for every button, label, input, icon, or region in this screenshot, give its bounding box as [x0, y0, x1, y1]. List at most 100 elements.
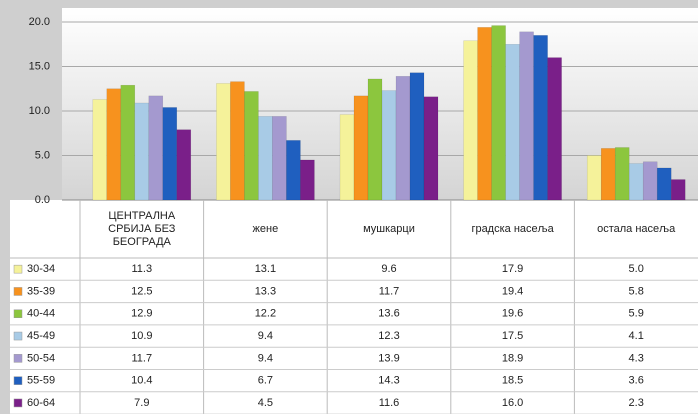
table-value: 5.8 [629, 285, 644, 297]
data-table [10, 200, 698, 414]
bar [423, 96, 439, 201]
table-value: 12.3 [378, 330, 399, 342]
bar [339, 114, 355, 201]
bar [656, 167, 672, 201]
bar [244, 91, 259, 201]
table-value: 4.5 [258, 397, 273, 409]
legend-label: 50-54 [27, 352, 55, 364]
table-value: 17.5 [502, 330, 523, 342]
table-value: 10.4 [131, 375, 152, 387]
legend-label: 30-34 [27, 263, 55, 275]
bar [162, 107, 178, 201]
table-value: 11.6 [379, 397, 400, 409]
x-tick-label: жене [252, 222, 279, 235]
table-value: 9.6 [381, 263, 396, 275]
bar [491, 25, 506, 201]
table-value: 12.9 [131, 308, 152, 320]
y-tick-label: 10.0 [29, 105, 50, 117]
y-tick-label: 5.0 [35, 149, 50, 161]
category-cell: ЦЕНТРАЛНА СРБИЈА БЕЗ БЕОГРАДА [108, 209, 176, 248]
bar [148, 95, 164, 201]
bar [216, 83, 231, 201]
table-value: 18.5 [502, 375, 523, 387]
y-tick-label: 20.0 [29, 16, 50, 28]
category-cell: остала насеља [597, 222, 676, 235]
legend-label: 40-44 [27, 308, 55, 320]
table-value: 10.9 [131, 330, 152, 342]
table-value: 9.4 [258, 352, 273, 364]
table-value: 3.6 [629, 375, 644, 387]
table-value: 11.3 [132, 263, 153, 275]
bar [519, 31, 534, 201]
bar [176, 129, 192, 201]
bar [547, 57, 562, 201]
legend-label: 45-49 [27, 330, 55, 342]
y-tick-label: 0.0 [35, 194, 50, 206]
bar [395, 76, 411, 201]
table-value: 19.6 [502, 308, 523, 320]
bar [586, 155, 602, 201]
bar [381, 90, 397, 201]
bar [300, 159, 315, 201]
bar [463, 40, 478, 201]
legend-swatch [13, 309, 23, 318]
table-value: 2.3 [629, 397, 644, 409]
legend-label: 60-64 [27, 397, 55, 409]
category-cell: мушкарци [363, 222, 415, 235]
bar [628, 163, 644, 201]
bar [92, 99, 108, 201]
table-value: 19.4 [502, 285, 523, 297]
legend-label: 35-39 [27, 285, 55, 297]
bar [353, 95, 369, 201]
category-cell: градска насеља [471, 222, 554, 235]
x-tick-label: ЦЕНТРАЛНА СРБИЈА БЕЗ БЕОГРАДА [108, 209, 176, 248]
table-value: 6.7 [258, 375, 273, 387]
table-value: 13.1 [255, 263, 276, 275]
bar [134, 102, 150, 201]
bar [533, 35, 548, 201]
table-value: 4.3 [629, 352, 644, 364]
table-value: 7.9 [134, 397, 149, 409]
table-value: 12.5 [131, 285, 152, 297]
y-tick-label: 15.0 [29, 60, 50, 72]
bar [614, 147, 630, 201]
table-value: 13.3 [255, 285, 276, 297]
legend-swatch [13, 354, 23, 363]
bar [670, 179, 686, 201]
table-value: 13.9 [378, 352, 399, 364]
bar [409, 72, 425, 201]
bar [286, 140, 301, 201]
table-value: 16.0 [502, 397, 523, 409]
table-value: 11.7 [132, 352, 153, 364]
table-value: 12.2 [255, 308, 276, 320]
bar [642, 161, 658, 201]
bar [272, 116, 287, 201]
x-tick-label: остала насеља [597, 222, 676, 235]
bar [230, 81, 245, 201]
table-value: 17.9 [502, 263, 523, 275]
table-value: 5.9 [629, 308, 644, 320]
bar [120, 84, 136, 201]
bar [106, 88, 122, 201]
x-tick-label: мушкарци [363, 222, 415, 235]
x-tick-label: градска насеља [471, 222, 554, 235]
bar [367, 78, 383, 201]
bar [505, 44, 520, 201]
bar [258, 116, 273, 201]
table-value: 11.7 [379, 285, 400, 297]
bar [600, 148, 616, 201]
table-value: 14.3 [378, 375, 399, 387]
table-value: 4.1 [629, 330, 644, 342]
legend-swatch [13, 264, 23, 274]
table-value: 13.6 [378, 308, 399, 320]
bar [477, 27, 492, 201]
category-cell: жене [252, 222, 279, 235]
table-value: 5.0 [629, 263, 644, 275]
legend-swatch [13, 287, 23, 296]
table-value: 9.4 [258, 330, 273, 342]
table-value: 18.9 [502, 352, 523, 364]
legend-label: 55-59 [27, 375, 55, 387]
legend-swatch [13, 376, 23, 385]
legend-swatch [13, 398, 23, 408]
